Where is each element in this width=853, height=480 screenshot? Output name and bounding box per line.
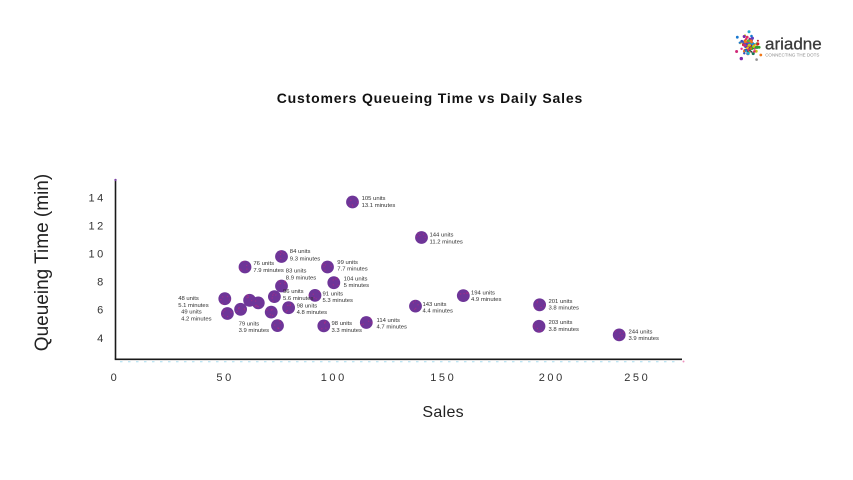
svg-text:3.9 minutes: 3.9 minutes — [239, 328, 270, 334]
svg-text:5.3 minutes: 5.3 minutes — [323, 298, 354, 304]
svg-text:5 minutes: 5 minutes — [344, 283, 370, 289]
svg-text:98 units: 98 units — [297, 303, 318, 309]
svg-text:14: 14 — [88, 192, 105, 204]
svg-text:4: 4 — [97, 333, 106, 345]
svg-text:6: 6 — [97, 305, 106, 317]
svg-text:84 units: 84 units — [290, 249, 311, 255]
svg-text:76 units: 76 units — [253, 261, 274, 267]
svg-text:98 units: 98 units — [332, 321, 353, 327]
svg-text:4.9 minutes: 4.9 minutes — [471, 297, 502, 303]
svg-text:7.7 minutes: 7.7 minutes — [337, 267, 368, 273]
svg-text:143 units: 143 units — [423, 302, 447, 308]
svg-text:3.8 minutes: 3.8 minutes — [549, 306, 580, 312]
svg-text:50: 50 — [216, 372, 233, 384]
svg-text:83 units: 83 units — [286, 269, 307, 275]
svg-text:3.9 minutes: 3.9 minutes — [629, 336, 660, 342]
svg-text:12: 12 — [88, 220, 105, 232]
svg-text:250: 250 — [624, 372, 650, 384]
svg-text:4.4 minutes: 4.4 minutes — [423, 308, 454, 314]
svg-text:3.3 minutes: 3.3 minutes — [332, 328, 363, 334]
svg-text:79 units: 79 units — [239, 321, 260, 327]
svg-text:105 units: 105 units — [362, 196, 386, 202]
svg-text:203 units: 203 units — [549, 320, 573, 326]
svg-text:100: 100 — [321, 372, 347, 384]
svg-text:194 units: 194 units — [471, 291, 495, 297]
svg-text:Sales: Sales — [422, 404, 464, 421]
svg-text:8: 8 — [97, 277, 106, 289]
svg-text:144 units: 144 units — [430, 233, 454, 239]
svg-text:3.8 minutes: 3.8 minutes — [549, 327, 580, 333]
svg-text:104 units: 104 units — [344, 276, 368, 282]
svg-text:7.9 minutes: 7.9 minutes — [253, 268, 284, 274]
svg-text:4.8 minutes: 4.8 minutes — [297, 310, 328, 316]
svg-text:201 units: 201 units — [549, 299, 573, 305]
svg-text:5.6 minutes: 5.6 minutes — [283, 296, 314, 302]
svg-text:5.1 minutes: 5.1 minutes — [178, 303, 209, 309]
svg-text:9.3 minutes: 9.3 minutes — [290, 256, 321, 262]
svg-text:Customers Queueing Time vs Dai: Customers Queueing Time vs Daily Sales — [277, 90, 583, 106]
svg-text:ariadne: ariadne — [765, 35, 822, 54]
svg-text:244 units: 244 units — [629, 329, 653, 335]
svg-text:200: 200 — [539, 372, 565, 384]
svg-text:4.7 minutes: 4.7 minutes — [377, 325, 408, 331]
svg-text:0: 0 — [111, 372, 120, 384]
svg-text:99 units: 99 units — [337, 260, 358, 266]
svg-text:96 units: 96 units — [283, 289, 304, 295]
svg-text:49 units: 49 units — [181, 310, 202, 316]
svg-text:11.2 minutes: 11.2 minutes — [430, 239, 463, 245]
svg-text:4.2 minutes: 4.2 minutes — [181, 317, 212, 323]
svg-text:114 units: 114 units — [377, 318, 401, 324]
svg-text:13.1 minutes: 13.1 minutes — [362, 203, 396, 209]
svg-text:CONNECTING THE DOTS: CONNECTING THE DOTS — [765, 53, 819, 58]
svg-text:91 units: 91 units — [323, 292, 344, 298]
svg-text:10: 10 — [88, 249, 105, 261]
svg-text:Queueing Time (min): Queueing Time (min) — [32, 174, 53, 351]
svg-text:8.9 minutes: 8.9 minutes — [286, 276, 317, 282]
svg-text:150: 150 — [430, 372, 456, 384]
svg-text:48 units: 48 units — [178, 296, 199, 302]
